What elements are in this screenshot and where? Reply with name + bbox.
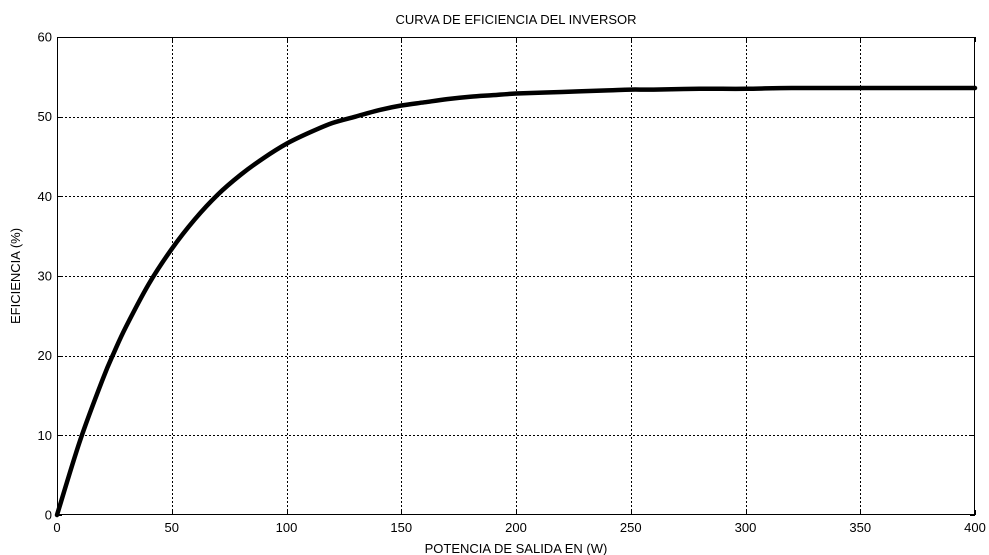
- x-tick-label: 0: [53, 520, 60, 535]
- y-tick-label: 50: [38, 109, 52, 124]
- y-tick-label: 30: [38, 269, 52, 284]
- y-axis-title: EFICIENCIA (%): [8, 228, 23, 324]
- y-tick-label: 20: [38, 348, 52, 363]
- y-tick-label: 10: [38, 428, 52, 443]
- x-tick-label: 100: [276, 520, 298, 535]
- y-tick-label: 0: [45, 508, 52, 523]
- y-tick-label: 40: [38, 189, 52, 204]
- efficiency-curve: [54, 85, 978, 518]
- x-tick-label: 200: [505, 520, 527, 535]
- x-tick-label: 50: [165, 520, 179, 535]
- chart-title: CURVA DE EFICIENCIA DEL INVERSOR: [395, 12, 636, 27]
- x-tick-label: 250: [620, 520, 642, 535]
- x-tick-label: 350: [849, 520, 871, 535]
- tick-labels: 0 50 100 150 200 250 300 350 400 0 10 20 30 40 50 60: [38, 30, 986, 536]
- y-tick-label: 60: [38, 30, 52, 45]
- x-tick-label: 300: [735, 520, 757, 535]
- grid-lines: [57, 37, 975, 515]
- series-layer: [54, 85, 978, 518]
- x-tick-label: 400: [964, 520, 986, 535]
- x-axis-title: POTENCIA DE SALIDA EN (W): [425, 541, 608, 555]
- plot-border: [57, 37, 975, 515]
- x-tick-label: 150: [390, 520, 412, 535]
